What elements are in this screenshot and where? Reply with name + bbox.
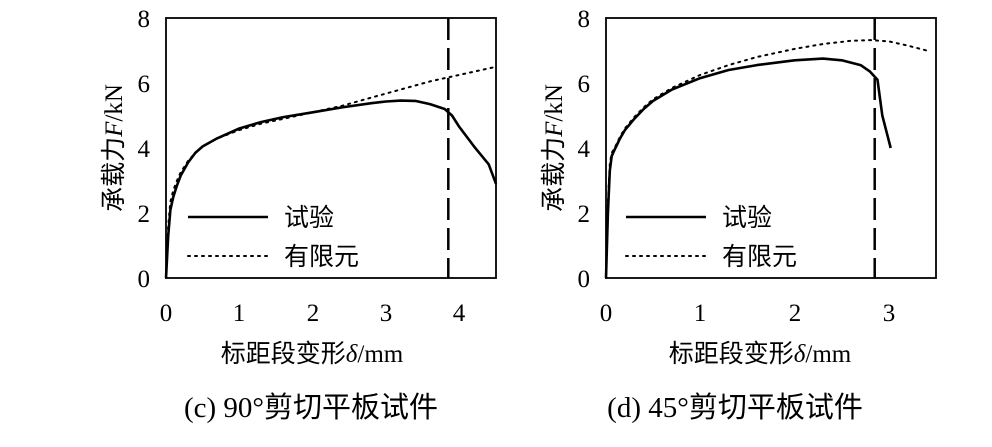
- x-tick-label: 1: [233, 300, 246, 327]
- y-axis-label-unit: /kN: [101, 84, 128, 122]
- figure-caption: (c) 90°剪切平板试件: [184, 391, 438, 424]
- y-axis-label: 承载力F/kN: [100, 84, 128, 212]
- legend-label: 试验: [722, 204, 772, 232]
- series-line-test: [604, 57, 892, 279]
- y-tick-label: 2: [578, 201, 591, 228]
- y-tick-label: 6: [138, 71, 151, 98]
- x-tick-label: 3: [883, 300, 896, 327]
- series-line-test: [164, 99, 498, 279]
- x-axis-label-text: 标距段变形: [669, 340, 794, 368]
- x-tick-label: 0: [160, 300, 173, 327]
- y-tick-label: 4: [578, 136, 591, 163]
- y-axis-label-symbol: F: [541, 121, 568, 138]
- y-tick-label: 6: [578, 71, 591, 98]
- legend-label: 有限元: [284, 243, 359, 271]
- x-tick-label: 1: [694, 300, 707, 327]
- chart-panel-c: 0 2 4 6 8 0 1 2 3 4 承载力F/kN 标距段变形δ/mm 试验…: [100, 6, 498, 424]
- legend: 试验 有限元: [187, 204, 359, 271]
- y-tick-label: 0: [578, 266, 591, 293]
- y-tick-label: 4: [138, 136, 151, 163]
- x-tick-label: 0: [600, 300, 613, 327]
- y-axis-label-symbol: F: [101, 121, 128, 138]
- y-tick-label: 8: [138, 6, 151, 33]
- x-tick-label: 3: [380, 300, 393, 327]
- figure-caption: (d) 45°剪切平板试件: [607, 391, 863, 424]
- legend-label: 有限元: [722, 243, 797, 271]
- x-axis-label-unit: /mm: [805, 341, 851, 368]
- x-tick-label: 2: [789, 300, 802, 327]
- x-tick-label: 2: [307, 300, 320, 327]
- x-axis-label: 标距段变形δ/mm: [221, 340, 404, 368]
- plot-frame: [605, 17, 937, 279]
- x-axis-label-symbol: δ: [346, 341, 358, 368]
- x-axis-label-text: 标距段变形: [221, 340, 346, 368]
- y-tick-label: 8: [578, 6, 591, 33]
- series-line-fem: [165, 65, 497, 279]
- y-axis-label-text: 承载力: [540, 137, 568, 212]
- plot-frame: [165, 17, 497, 279]
- y-axis-label-text: 承载力: [100, 137, 128, 212]
- chart-panel-d: 0 2 4 6 8 0 1 2 3 承载力F/kN 标距段变形δ/mm 试验 有…: [540, 6, 937, 424]
- x-axis-label-unit: /mm: [357, 341, 403, 368]
- y-axis-label: 承载力F/kN: [540, 84, 568, 212]
- legend: 试验 有限元: [625, 204, 797, 271]
- x-tick-label: 4: [453, 300, 466, 327]
- y-tick-label: 0: [138, 266, 151, 293]
- series-line-fem: [605, 39, 928, 279]
- legend-label: 试验: [284, 204, 334, 232]
- y-tick-label: 2: [138, 201, 151, 228]
- x-axis-label: 标距段变形δ/mm: [669, 340, 852, 368]
- x-axis-label-symbol: δ: [794, 341, 806, 368]
- y-axis-label-unit: /kN: [541, 84, 568, 122]
